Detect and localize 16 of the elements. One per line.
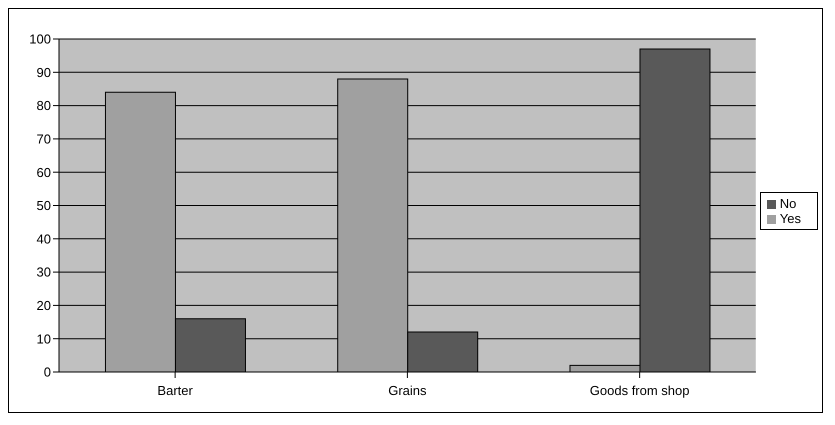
y-tick-label: 0 — [44, 364, 51, 380]
legend-label: Yes — [780, 210, 801, 226]
legend-label: No — [780, 196, 796, 210]
y-tick-label: 30 — [36, 264, 51, 280]
y-tick-label: 90 — [36, 64, 51, 80]
y-tick-label: 70 — [36, 132, 51, 147]
y-tick-label: 80 — [36, 98, 51, 114]
y-tick-label: 100 — [29, 32, 51, 47]
y-tick-label: 40 — [36, 231, 51, 246]
y-tick-label: 50 — [36, 198, 51, 214]
y-tick-label: 60 — [36, 164, 51, 180]
y-tick-label: 10 — [36, 331, 51, 346]
x-tick-label: Goods from shop — [590, 383, 690, 398]
y-tick-label: 20 — [36, 298, 51, 314]
x-tick-label: Barter — [157, 383, 194, 398]
x-tick-label: Grains — [388, 383, 428, 398]
